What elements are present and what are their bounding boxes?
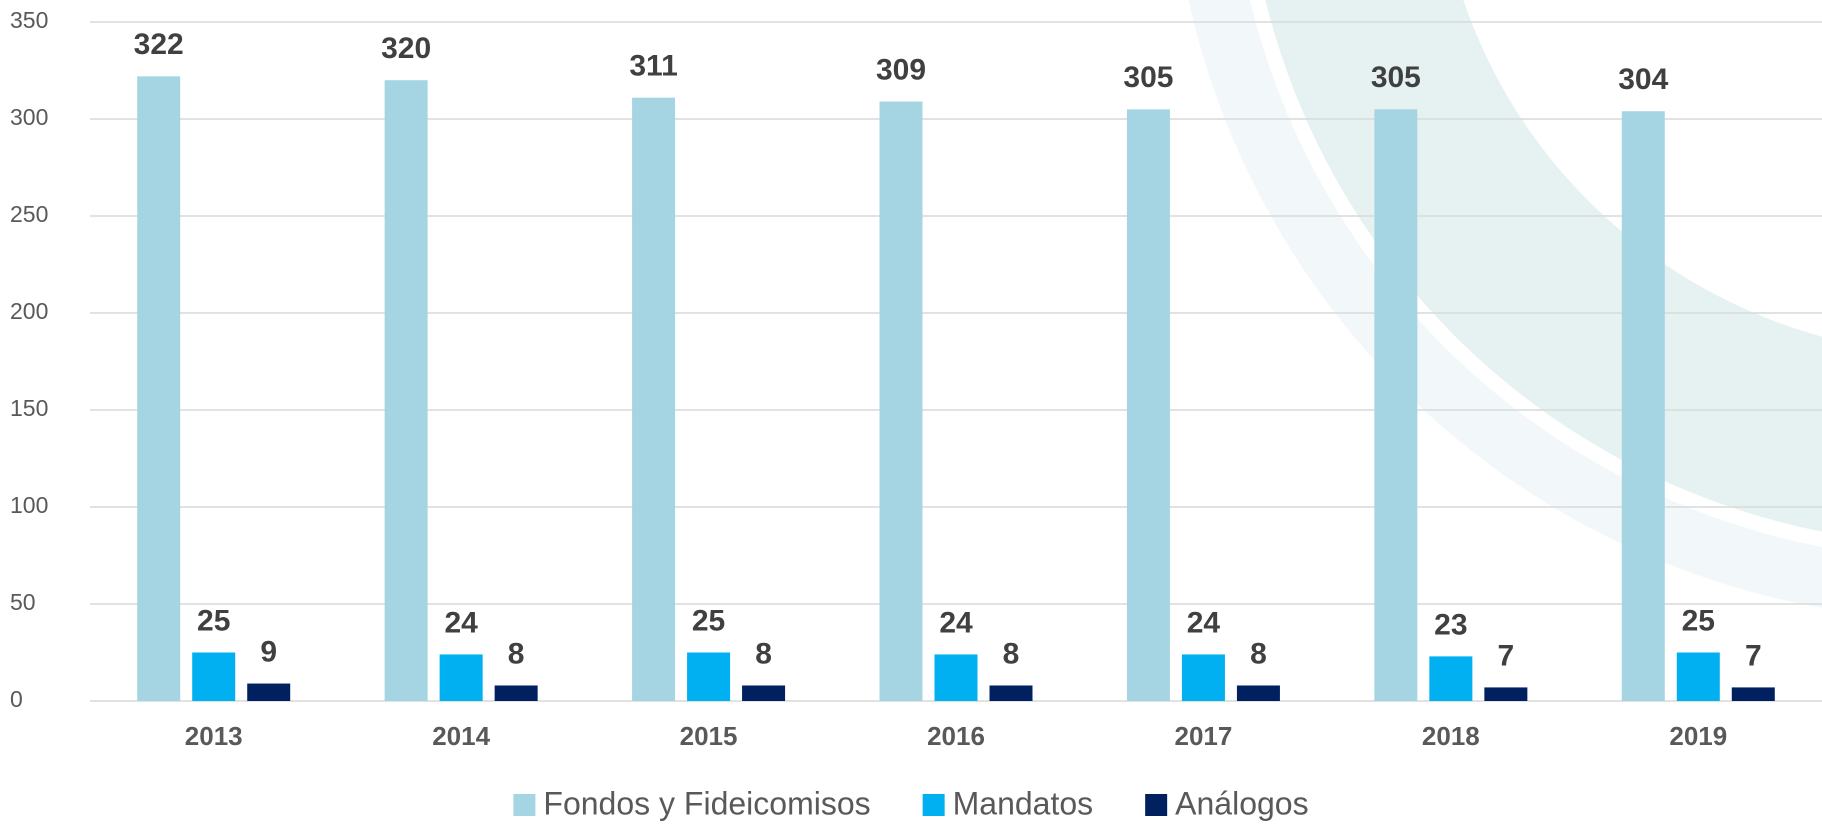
chart: 0 50 100 150 200 250 300 350 2013 322 25 9 2014 320 24…: [0, 0, 1822, 826]
value-label: 25: [1682, 604, 1715, 637]
legend-label: Mandatos: [953, 785, 1094, 821]
x-tick-label: 2016: [927, 721, 985, 751]
y-tick-label: 0: [10, 686, 23, 712]
value-label: 8: [1003, 637, 1020, 670]
y-tick-label: 200: [10, 298, 48, 324]
value-label: 309: [876, 53, 926, 86]
bar: [632, 98, 675, 701]
bar: [1374, 109, 1417, 701]
bar: [1732, 687, 1775, 701]
bar: [1677, 653, 1720, 702]
value-label: 311: [629, 50, 677, 83]
y-tick-label: 250: [10, 201, 48, 227]
y-tick-label: 350: [10, 7, 48, 33]
y-tick-label: 150: [10, 395, 48, 421]
y-tick-label: 50: [10, 589, 36, 615]
x-tick-label: 2017: [1175, 721, 1233, 751]
value-label: 24: [939, 606, 973, 639]
legend-swatch: [513, 794, 535, 816]
value-label: 7: [1745, 639, 1762, 672]
bar: [192, 653, 235, 702]
value-label: 304: [1618, 63, 1668, 96]
legend-label: Análogos: [1175, 785, 1308, 821]
value-label: 320: [381, 32, 431, 65]
value-label: 8: [1250, 637, 1267, 670]
bar: [137, 76, 180, 701]
x-tick-label: 2018: [1422, 721, 1480, 751]
value-label: 305: [1123, 61, 1173, 94]
x-tick-label: 2019: [1669, 721, 1727, 751]
value-label: 8: [755, 637, 772, 670]
value-label: 9: [260, 635, 277, 668]
value-label: 25: [197, 604, 230, 637]
bar: [440, 654, 483, 701]
value-label: 8: [508, 637, 525, 670]
bar: [385, 80, 428, 701]
value-label: 322: [134, 28, 184, 61]
bar: [990, 685, 1033, 701]
bar: [1484, 687, 1527, 701]
bar: [935, 654, 978, 701]
bar: [1237, 685, 1280, 701]
value-label: 23: [1434, 608, 1467, 641]
bar: [742, 685, 785, 701]
y-tick-label: 300: [10, 104, 48, 130]
background-decoration: [1200, 0, 1822, 590]
legend-label: Fondos y Fideicomisos: [543, 785, 870, 821]
legend-swatch: [1145, 794, 1167, 816]
bar: [1429, 656, 1472, 701]
x-tick-label: 2014: [432, 721, 490, 751]
value-label: 305: [1371, 61, 1421, 94]
y-tick-label: 100: [10, 492, 48, 518]
legend-swatch: [923, 794, 945, 816]
x-tick-label: 2015: [680, 721, 738, 751]
value-label: 7: [1498, 639, 1515, 672]
bar: [880, 102, 923, 701]
bar: [1182, 654, 1225, 701]
bar: [495, 685, 538, 701]
value-label: 24: [444, 606, 478, 639]
bar: [1622, 111, 1665, 701]
value-label: 24: [1187, 606, 1221, 639]
value-label: 25: [692, 604, 725, 637]
bar: [1127, 109, 1170, 701]
bar: [247, 684, 290, 701]
x-tick-label: 2013: [185, 721, 243, 751]
bar: [687, 653, 730, 702]
